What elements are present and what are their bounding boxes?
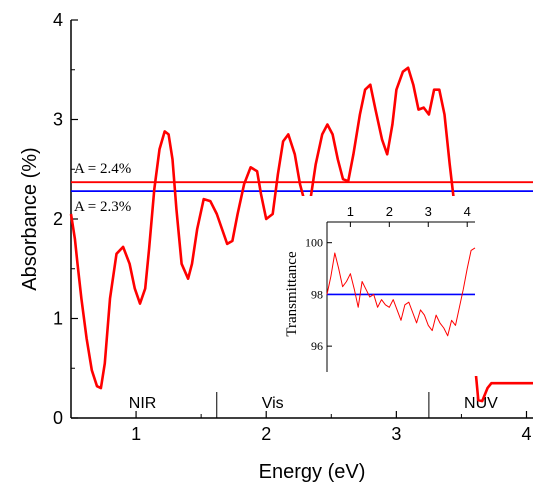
reference-label-red: A = 2.4%	[74, 161, 131, 177]
x-axis-label: Energy (eV)	[259, 461, 366, 483]
y-tick-label: 4	[53, 10, 63, 30]
y-axis-label: Absorbance (%)	[19, 147, 41, 290]
main-plot: 1 2 3 4 0 1 2 3 4 Energy (eV) Absorbance (%) NIR Vis…	[19, 10, 533, 483]
inset-y-tick-label: 96	[311, 339, 323, 353]
inset-plot: 1 2 3 4 96 98 100 Transmittance	[281, 196, 481, 376]
inset-y-tick-label: 98	[311, 287, 323, 301]
region-label-vis: Vis	[262, 395, 284, 412]
reference-label-blue: A = 2.3%	[74, 199, 131, 215]
y-tick-label: 1	[53, 309, 63, 329]
inset-x-tick-label: 3	[425, 204, 432, 219]
x-tick-label: 3	[391, 424, 401, 444]
inset-y-tick-label: 100	[305, 236, 323, 250]
transmittance-curve	[326, 247, 476, 337]
y-tick-label: 2	[53, 209, 63, 229]
region-label-nuv: NUV	[464, 395, 498, 412]
inset-x-tick-label: 4	[464, 204, 471, 219]
region-label-nir: NIR	[129, 395, 157, 412]
x-tick-label: 1	[131, 424, 141, 444]
x-tick-label: 4	[521, 424, 531, 444]
inset-y-axis-label: Transmittance	[284, 251, 300, 337]
x-tick-label: 2	[261, 424, 271, 444]
inset-x-tick-label: 1	[347, 204, 354, 219]
inset-x-tick-label: 2	[386, 204, 393, 219]
inset-background	[281, 196, 481, 376]
y-tick-label: 3	[53, 110, 63, 130]
y-tick-label: 0	[53, 408, 63, 428]
